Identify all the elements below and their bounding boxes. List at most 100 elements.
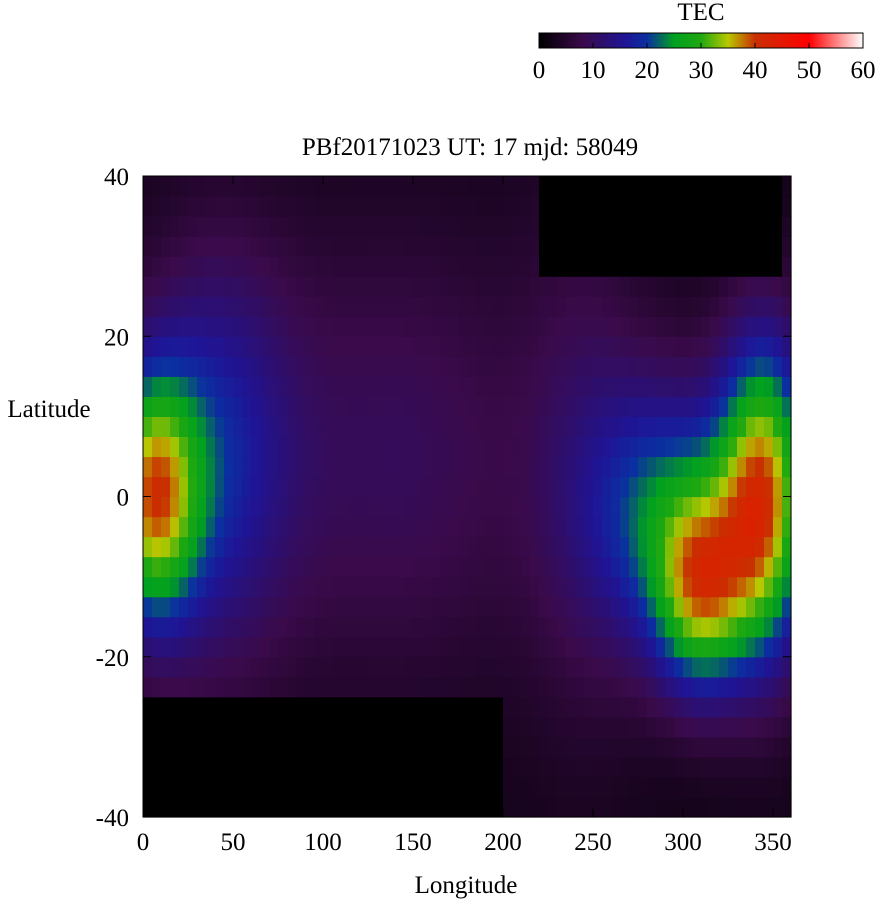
heatmap-cell — [323, 276, 333, 297]
heatmap-cell — [647, 476, 657, 498]
heatmap-cell — [539, 496, 549, 518]
colorbar-tick-label: 0 — [533, 57, 546, 84]
heatmap-cell — [350, 636, 360, 658]
heatmap-cell — [161, 696, 171, 718]
heatmap-cell — [368, 516, 378, 538]
heatmap-cell — [404, 256, 414, 277]
heatmap-cell — [764, 176, 774, 197]
heatmap-cell — [755, 356, 765, 377]
heatmap-cell — [269, 416, 279, 438]
heatmap-cell — [188, 496, 198, 518]
heatmap-cell — [161, 616, 171, 638]
heatmap-cell — [683, 516, 693, 538]
heatmap-cell — [764, 616, 774, 638]
heatmap-cell — [530, 376, 540, 397]
heatmap-cell — [719, 396, 729, 417]
heatmap-cell — [476, 736, 486, 758]
heatmap-cell — [548, 476, 558, 498]
heatmap-cell — [521, 296, 531, 317]
heatmap-cell — [233, 716, 243, 738]
heatmap-cell — [269, 596, 279, 618]
heatmap-cell — [503, 296, 513, 317]
heatmap-cell — [530, 276, 540, 297]
heatmap-cell — [548, 776, 558, 798]
heatmap-cell — [215, 256, 225, 277]
heatmap-cell — [773, 476, 783, 498]
heatmap-cell — [395, 356, 405, 377]
heatmap-cell — [152, 576, 162, 598]
heatmap-cell — [242, 536, 252, 558]
heatmap-cell — [746, 396, 756, 417]
heatmap-cell — [287, 676, 297, 698]
heatmap-cell — [404, 596, 414, 618]
heatmap-cell — [764, 276, 774, 297]
heatmap-cell — [665, 456, 675, 478]
heatmap-cell — [251, 396, 261, 417]
heatmap-cell — [584, 456, 594, 478]
heatmap-cell — [575, 716, 585, 738]
heatmap-cell — [584, 756, 594, 778]
heatmap-cell — [386, 296, 396, 317]
heatmap-cell — [458, 396, 468, 417]
heatmap-cell — [512, 736, 522, 758]
heatmap-cell — [521, 276, 531, 297]
heatmap-cell — [485, 336, 495, 357]
heatmap-cell — [350, 236, 360, 257]
heatmap-cell — [512, 676, 522, 698]
heatmap-cell — [602, 556, 612, 578]
heatmap-cell — [494, 496, 504, 518]
heatmap-cell — [323, 636, 333, 658]
heatmap-cell — [548, 376, 558, 397]
heatmap-cell — [404, 636, 414, 658]
heatmap-cell — [593, 276, 603, 297]
heatmap-cell — [701, 776, 711, 798]
heatmap-cell — [728, 176, 738, 197]
heatmap-cell — [773, 456, 783, 478]
heatmap-cell — [287, 236, 297, 257]
heatmap-cell — [386, 336, 396, 357]
heatmap-cell — [665, 196, 675, 217]
heatmap-cell — [638, 376, 648, 397]
heatmap-cell — [422, 276, 432, 297]
heatmap-cell — [719, 496, 729, 518]
heatmap-cell — [512, 296, 522, 317]
heatmap-cell — [404, 536, 414, 558]
heatmap-cell — [242, 796, 252, 818]
heatmap-cell — [179, 576, 189, 598]
heatmap-cell — [377, 376, 387, 397]
heatmap-cell — [350, 596, 360, 618]
heatmap-cell — [233, 416, 243, 438]
heatmap-cell — [656, 376, 666, 397]
heatmap-cell — [404, 436, 414, 458]
heatmap-cell — [359, 756, 369, 778]
heatmap-cell — [359, 476, 369, 498]
heatmap-cell — [674, 256, 684, 277]
heatmap-cell — [530, 436, 540, 458]
heatmap-cell — [143, 756, 153, 778]
heatmap-cell — [332, 356, 342, 377]
heatmap-cell — [611, 496, 621, 518]
heatmap-cell — [476, 556, 486, 578]
heatmap-cell — [422, 756, 432, 778]
heatmap-cell — [683, 236, 693, 257]
heatmap-cell — [746, 616, 756, 638]
heatmap-cell — [170, 696, 180, 718]
heatmap-cell — [170, 236, 180, 257]
heatmap-cell — [269, 276, 279, 297]
heatmap-cell — [152, 436, 162, 458]
heatmap-cell — [233, 256, 243, 277]
heatmap-cell — [287, 736, 297, 758]
heatmap-cell — [152, 296, 162, 317]
heatmap-cell — [611, 656, 621, 678]
heatmap-cell — [557, 516, 567, 538]
heatmap-cell — [359, 316, 369, 337]
heatmap-cell — [224, 416, 234, 438]
heatmap-cell — [629, 476, 639, 498]
heatmap-cell — [197, 776, 207, 798]
heatmap-cell — [323, 696, 333, 718]
heatmap-cell — [575, 796, 585, 818]
heatmap-cell — [440, 276, 450, 297]
heatmap-cell — [404, 476, 414, 498]
heatmap-cell — [683, 436, 693, 458]
heatmap-cell — [251, 696, 261, 718]
